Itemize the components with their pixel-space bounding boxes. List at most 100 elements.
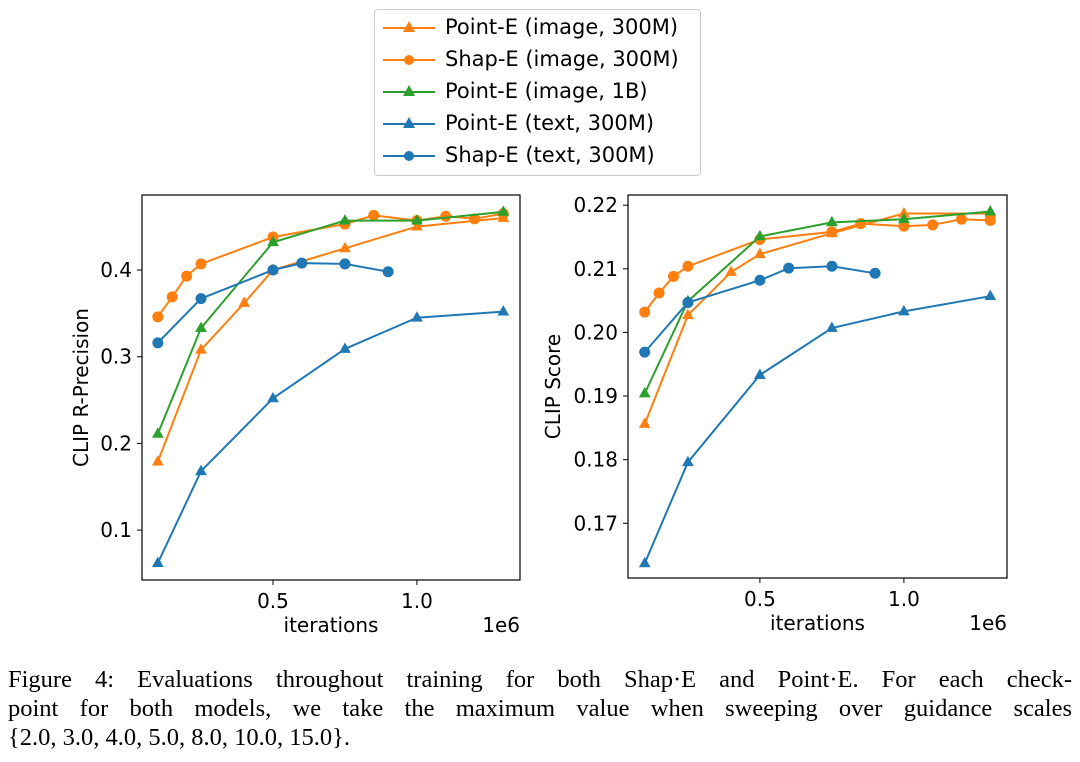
x-offset-label: 1e6	[969, 611, 1007, 635]
data-point	[267, 235, 279, 247]
data-point	[898, 220, 910, 232]
legend: Point-E (image, 300M) Shap-E (image, 300…	[374, 9, 701, 176]
legend-marker-triangle-icon	[383, 85, 435, 96]
data-point	[151, 427, 164, 438]
charts-canvas: 0.1 0.2 0.3 0.4 0.5 1.0 iterations 1e6 CLIP R-Pr…	[69, 193, 1008, 637]
data-point	[411, 214, 423, 225]
data-point	[898, 206, 910, 218]
data-point	[151, 556, 164, 567]
series-line	[643, 295, 991, 564]
data-point	[440, 210, 452, 222]
legend-label: Shap-E (text, 300M)	[445, 143, 655, 167]
y-tick-label: 0.17	[573, 511, 618, 535]
series-line	[643, 212, 991, 425]
data-point	[725, 265, 737, 276]
y-tick-label: 0.22	[573, 193, 618, 217]
x-tick-label: 1.0	[888, 587, 920, 611]
series-line	[643, 210, 991, 394]
data-point	[166, 291, 178, 303]
data-point	[497, 305, 510, 316]
legend-label: Shap-E (image, 300M)	[445, 47, 679, 71]
data-point	[869, 267, 881, 279]
data-point	[267, 391, 279, 403]
data-point	[195, 464, 207, 476]
y-axis-label: CLIP R-Precision	[69, 308, 93, 467]
x-tick-label: 0.5	[744, 587, 776, 611]
data-point	[382, 266, 394, 278]
y-tick-label: 0.21	[573, 257, 618, 281]
data-point	[339, 342, 351, 353]
data-point	[195, 258, 207, 270]
data-point	[195, 321, 207, 333]
data-point	[682, 297, 694, 309]
data-point	[754, 229, 766, 241]
legend-entry: Shap-E (text, 300M)	[375, 140, 700, 172]
y-tick-label: 0.19	[573, 384, 618, 408]
x-axis-label: iterations	[770, 611, 865, 635]
data-point	[238, 296, 251, 307]
data-point	[181, 270, 193, 282]
data-point	[638, 556, 651, 568]
data-point	[783, 262, 795, 274]
data-point	[639, 346, 651, 358]
series-line	[643, 265, 876, 353]
axes-frame	[141, 194, 521, 581]
series-line	[156, 310, 504, 564]
data-point	[826, 215, 838, 227]
data-point	[638, 417, 651, 428]
data-point	[984, 214, 996, 226]
x-tick-label: 1.0	[401, 589, 433, 613]
data-point	[984, 205, 997, 216]
axes-frame	[627, 194, 1008, 579]
caption-line: Figure 4: Evaluations throughout trainin…	[8, 666, 1072, 693]
data-point	[339, 258, 351, 270]
y-tick-label: 0.18	[573, 448, 618, 472]
legend-marker-circle-icon	[383, 55, 435, 65]
data-point	[898, 304, 910, 316]
data-point	[754, 368, 766, 379]
data-point	[368, 209, 380, 221]
y-tick-label: 0.4	[100, 258, 132, 282]
legend-label: Point-E (image, 1B)	[445, 79, 648, 103]
data-point	[653, 287, 665, 299]
data-point	[682, 308, 694, 320]
series-line	[156, 217, 504, 462]
legend-entry: Point-E (text, 300M)	[375, 108, 700, 140]
data-point	[296, 257, 308, 269]
x-axis-label: iterations	[284, 613, 379, 637]
x-offset-label: 1e6	[482, 613, 520, 637]
legend-entry: Point-E (image, 300M)	[375, 12, 700, 44]
y-tick-label: 0.3	[100, 345, 132, 369]
data-point	[826, 321, 838, 332]
data-point	[638, 386, 651, 398]
data-point	[411, 311, 423, 322]
caption-line: {2.0, 3.0, 4.0, 5.0, 8.0, 10.0, 15.0}.	[8, 724, 351, 751]
legend-marker-triangle-icon	[383, 117, 435, 128]
data-point	[955, 213, 967, 225]
data-point	[898, 212, 910, 224]
data-point	[339, 214, 351, 225]
data-point	[984, 289, 997, 301]
data-point	[267, 264, 279, 276]
data-point	[682, 260, 694, 272]
data-point	[469, 213, 481, 225]
data-point	[927, 219, 939, 231]
data-point	[668, 270, 680, 282]
data-point	[152, 337, 164, 349]
data-point	[754, 274, 766, 286]
legend-marker-triangle-icon	[383, 21, 435, 32]
data-point	[339, 241, 351, 253]
data-point	[855, 218, 867, 230]
series-line	[156, 212, 504, 318]
legend-marker-circle-icon	[383, 151, 435, 161]
x-tick-label: 0.5	[257, 589, 289, 613]
figure-caption: Figure 4: Evaluations throughout trainin…	[8, 665, 1072, 752]
data-point	[152, 311, 164, 323]
legend-label: Point-E (text, 300M)	[445, 111, 655, 135]
legend-label: Point-E (image, 300M)	[445, 15, 679, 39]
data-point	[682, 455, 694, 467]
data-point	[826, 226, 838, 238]
data-point	[195, 343, 207, 354]
data-point	[826, 260, 838, 272]
caption-line: point for both models, we take the maxim…	[8, 695, 1072, 722]
